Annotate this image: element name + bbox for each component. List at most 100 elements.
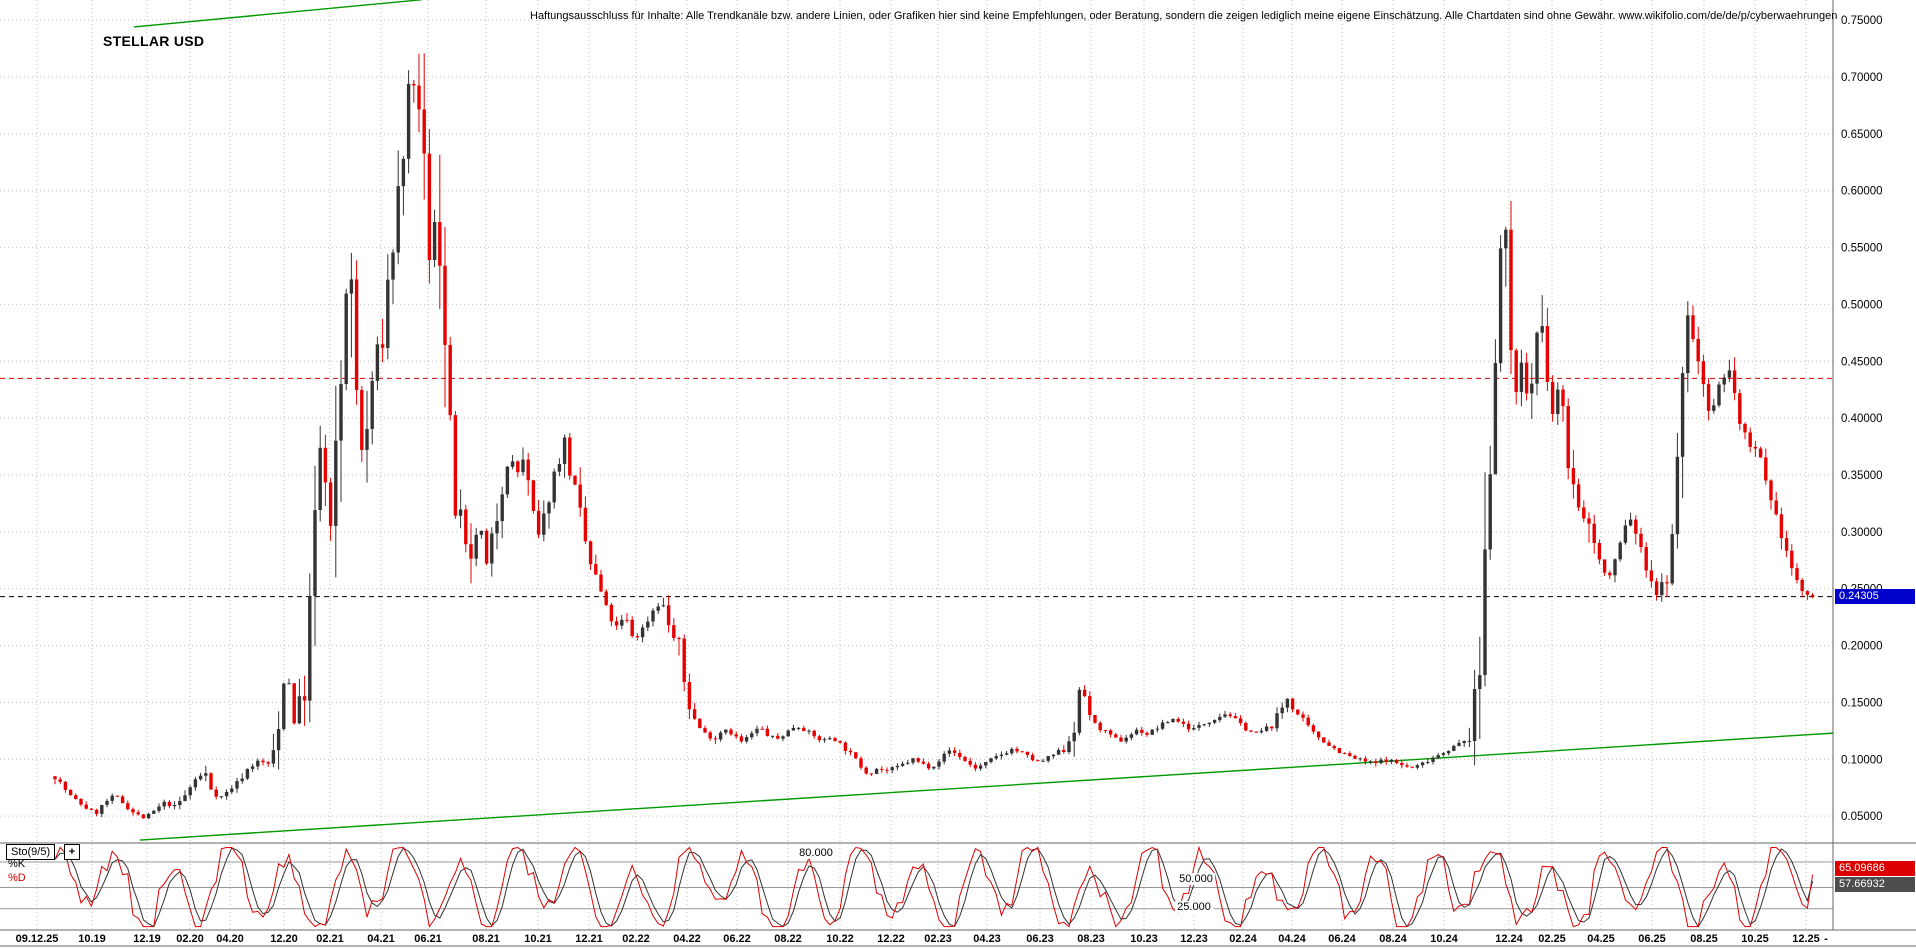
candle (1129, 734, 1134, 738)
candle (1764, 457, 1768, 481)
candle (978, 765, 983, 769)
candle (89, 808, 94, 810)
x-tick-label: 08.25 (1690, 933, 1718, 945)
candle (1488, 474, 1492, 550)
candle (1186, 723, 1191, 730)
x-tick-label: 10.25 (1741, 933, 1769, 945)
candle (1420, 762, 1425, 766)
candle (230, 788, 234, 792)
x-tick-label: 04.20 (216, 933, 244, 945)
y-tick-label: 0.75000 (1841, 15, 1883, 27)
candle (1311, 725, 1316, 732)
candle (484, 530, 489, 564)
page-title: STELLAR USD (103, 33, 205, 49)
candle (880, 768, 884, 770)
candle (495, 521, 499, 534)
candle (1613, 559, 1617, 576)
candle (776, 735, 780, 739)
candle (516, 461, 520, 473)
candle (464, 509, 468, 545)
candle (391, 252, 395, 280)
candle (432, 222, 437, 260)
candle (198, 775, 203, 780)
candle (828, 738, 832, 740)
candle (708, 732, 712, 739)
candle (620, 619, 624, 626)
sto-indicator-label[interactable]: Sto(9/5) (6, 844, 56, 860)
sto-level-label-25: 25.000 (1175, 901, 1213, 913)
x-tick-label: 10.21 (524, 933, 552, 945)
candle (672, 625, 676, 638)
candle (1290, 698, 1295, 710)
candle (942, 753, 946, 762)
candle (599, 574, 603, 592)
candle (833, 738, 837, 741)
candle (1727, 370, 1732, 378)
candle (1337, 748, 1342, 754)
candle (557, 464, 562, 472)
candle (1098, 722, 1102, 731)
down-candle-wicks (54, 53, 1814, 819)
candle (765, 728, 770, 736)
candle (126, 803, 130, 810)
candle (162, 801, 166, 807)
candle (1790, 550, 1794, 569)
candle (744, 737, 749, 742)
candle (807, 730, 811, 732)
candle (1171, 719, 1175, 723)
candle (1628, 519, 1633, 526)
candle (1758, 448, 1763, 458)
candle (1446, 751, 1451, 754)
candle (989, 758, 993, 762)
candle (1696, 339, 1700, 362)
candle (921, 761, 926, 764)
candle (1160, 722, 1165, 729)
sto-level-label-50: 50.000 (1177, 873, 1215, 885)
candle (531, 480, 536, 511)
candle (84, 804, 88, 809)
candle (1051, 754, 1056, 757)
candle (334, 440, 338, 526)
sto-add-button[interactable]: + (64, 844, 80, 860)
candle (375, 344, 380, 381)
candle (1441, 753, 1446, 755)
candle (79, 799, 83, 805)
candle (755, 728, 759, 734)
candle (999, 754, 1004, 756)
upper-channel-line (133, 0, 423, 28)
candle (968, 760, 972, 765)
candle (110, 795, 114, 801)
x-tick-label: 10.24 (1430, 933, 1458, 945)
candle (1774, 500, 1778, 515)
x-tick-label: 12.21 (575, 933, 603, 945)
candle (1358, 758, 1362, 760)
candle (380, 344, 385, 348)
candle (68, 789, 73, 796)
candle (276, 729, 281, 751)
candle (53, 776, 57, 780)
candle (609, 604, 614, 622)
x-tick-label: 06.25 (1638, 933, 1666, 945)
candle (1608, 572, 1612, 576)
candle (1602, 559, 1607, 573)
candle (1316, 731, 1321, 738)
sto-k-legend: %K (8, 858, 26, 870)
candle (895, 765, 900, 768)
candle (152, 810, 156, 814)
candle (105, 800, 109, 805)
candle (1524, 362, 1529, 394)
y-tick-label: 0.35000 (1841, 470, 1883, 482)
candle (235, 781, 239, 789)
candle (958, 752, 962, 757)
candle (547, 502, 551, 514)
candle (656, 606, 660, 611)
y-tick-label: 0.40000 (1841, 413, 1883, 425)
candle (308, 595, 312, 701)
y-tick-label: 0.50000 (1841, 299, 1883, 311)
candle (1254, 731, 1258, 733)
candle (1280, 707, 1284, 714)
x-tick-label: 08.21 (472, 933, 500, 945)
candle (209, 773, 213, 790)
candle (1207, 722, 1212, 725)
